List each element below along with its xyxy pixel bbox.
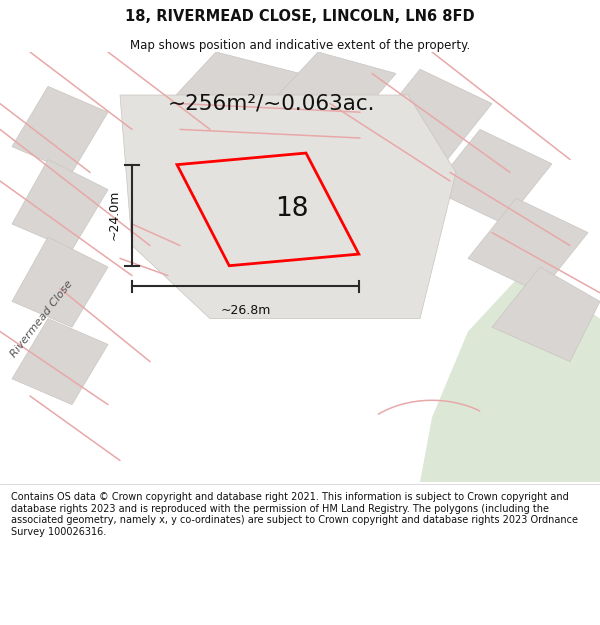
Polygon shape [492,267,600,362]
Text: Map shows position and indicative extent of the property.: Map shows position and indicative extent… [130,39,470,52]
Polygon shape [12,159,108,250]
Text: ~24.0m: ~24.0m [107,190,121,241]
Text: 18: 18 [275,196,308,222]
Polygon shape [12,86,108,173]
Polygon shape [420,267,600,482]
Polygon shape [432,129,552,224]
Polygon shape [168,52,300,129]
Polygon shape [468,198,588,292]
Polygon shape [120,95,456,319]
Polygon shape [372,69,492,164]
Polygon shape [12,237,108,328]
Polygon shape [270,52,396,129]
Polygon shape [12,319,108,404]
Text: Contains OS data © Crown copyright and database right 2021. This information is : Contains OS data © Crown copyright and d… [11,492,578,537]
Text: 18, RIVERMEAD CLOSE, LINCOLN, LN6 8FD: 18, RIVERMEAD CLOSE, LINCOLN, LN6 8FD [125,9,475,24]
Text: ~26.8m: ~26.8m [220,304,271,318]
Text: ~256m²/~0.063ac.: ~256m²/~0.063ac. [168,94,376,114]
Text: Rivermead Close: Rivermead Close [9,278,75,359]
